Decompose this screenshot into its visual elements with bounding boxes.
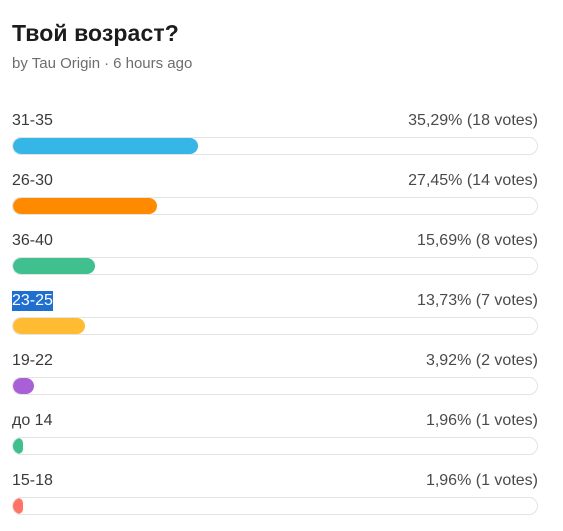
option-label: 19-22 (12, 352, 53, 369)
option-bar-track (12, 317, 538, 335)
poll-time: 6 hours ago (113, 55, 193, 72)
option-bar-track (12, 257, 538, 275)
option-bar-fill (13, 498, 24, 514)
poll-author[interactable]: by Tau Origin (12, 55, 101, 72)
option-label: 26-30 (12, 172, 53, 189)
poll-card: Твой возраст? by Tau Origin · 6 hours ago … (12, 18, 538, 531)
option-result: 1,96% (1 votes) (425, 412, 538, 429)
poll-option-36-40[interactable]: 36-40 15,69% (8 votes) (12, 231, 538, 291)
poll-option-26-30[interactable]: 26-30 27,45% (14 votes) (12, 171, 538, 231)
option-label: 15-18 (12, 472, 53, 489)
option-bar-fill (13, 318, 85, 334)
option-result: 35,29% (18 votes) (408, 112, 538, 129)
option-label: до 14 (12, 412, 53, 429)
poll-option-do-14[interactable]: до 14 1,96% (1 votes) (12, 411, 538, 471)
option-bar-fill (13, 378, 34, 394)
option-label: 31-35 (12, 112, 53, 129)
poll-options: 31-35 35,29% (18 votes) 26-30 27,45% (14… (12, 111, 538, 531)
option-bar-track (12, 197, 538, 215)
poll-option-19-22[interactable]: 19-22 3,92% (2 votes) (12, 351, 538, 411)
poll-title: Твой возраст? (12, 20, 179, 46)
option-bar-fill (13, 138, 198, 154)
option-bar-track (12, 377, 538, 395)
option-bar-fill (13, 258, 96, 274)
option-label: 36-40 (12, 232, 53, 249)
option-bar-track (12, 137, 538, 155)
option-result: 1,96% (1 votes) (425, 472, 538, 489)
option-bar-track (12, 497, 538, 515)
option-bar-fill (13, 198, 157, 214)
option-result: 3,92% (2 votes) (425, 352, 538, 369)
poll-option-15-18[interactable]: 15-18 1,96% (1 votes) (12, 471, 538, 531)
option-bar-track (12, 437, 538, 455)
poll-option-31-35[interactable]: 31-35 35,29% (18 votes) (12, 111, 538, 171)
option-result: 15,69% (8 votes) (417, 232, 538, 249)
option-result: 27,45% (14 votes) (408, 172, 538, 189)
option-label-selected: 23-25 (12, 291, 53, 311)
option-bar-fill (13, 438, 24, 454)
poll-option-23-25[interactable]: 23-25 13,73% (7 votes) (12, 291, 538, 351)
poll-meta: by Tau Origin · 6 hours ago (12, 54, 538, 74)
meta-separator: · (104, 55, 110, 72)
option-result: 13,73% (7 votes) (417, 292, 538, 309)
